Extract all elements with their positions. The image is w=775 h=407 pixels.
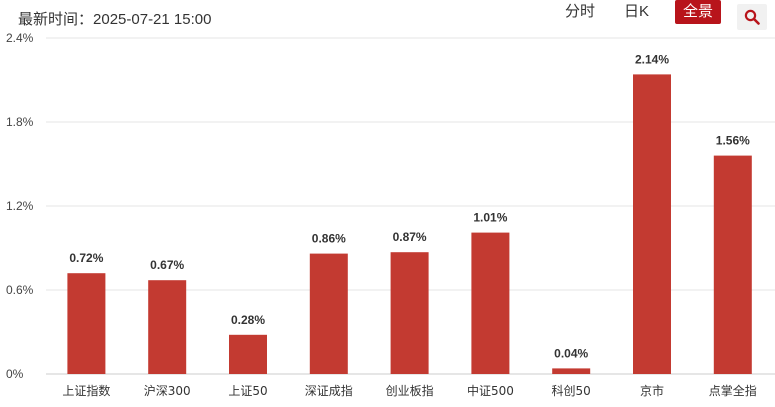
tab-intraday[interactable]: 分时 bbox=[564, 3, 595, 20]
data-label: 0.67% bbox=[150, 258, 184, 272]
tab-daily-k[interactable]: 日K bbox=[623, 3, 649, 20]
data-label: 0.86% bbox=[312, 232, 346, 246]
x-tick-label: 创业板指 bbox=[386, 383, 434, 398]
tab-overview[interactable]: 全景 bbox=[674, 0, 721, 24]
x-tick-label: 沪深300 bbox=[144, 384, 191, 398]
data-label: 0.04% bbox=[554, 346, 588, 360]
x-tick-label: 深证成指 bbox=[305, 383, 353, 398]
data-label: 0.28% bbox=[231, 313, 265, 327]
bar bbox=[633, 74, 671, 375]
bar bbox=[390, 252, 429, 374]
y-tick-label: 2.4% bbox=[6, 31, 34, 45]
x-tick-label: 上证50 bbox=[228, 384, 267, 398]
data-label: 0.72% bbox=[69, 251, 103, 265]
last-updated-time: 2025-07-21 15:00 bbox=[93, 11, 212, 28]
last-updated: 最新时间：2025-07-21 15:00 bbox=[18, 8, 211, 29]
y-tick-label: 0% bbox=[6, 367, 24, 381]
top-bar: 最新时间：2025-07-21 15:00 分时 日K 全景 bbox=[0, 0, 775, 34]
data-label: 1.56% bbox=[716, 134, 750, 148]
bar bbox=[309, 253, 348, 374]
y-tick-label: 0.6% bbox=[6, 283, 34, 297]
bar bbox=[67, 273, 106, 374]
bar bbox=[471, 232, 510, 374]
search-icon bbox=[744, 9, 760, 25]
bar bbox=[713, 155, 752, 374]
data-label: 1.01% bbox=[473, 211, 507, 225]
bar bbox=[552, 368, 591, 374]
bar bbox=[229, 334, 267, 374]
x-tick-label: 点掌全指 bbox=[709, 383, 757, 398]
last-updated-label: 最新时间： bbox=[18, 11, 94, 28]
search-button[interactable] bbox=[737, 4, 767, 30]
y-tick-label: 1.2% bbox=[6, 199, 34, 213]
y-tick-label: 1.8% bbox=[6, 115, 34, 129]
data-label: 2.14% bbox=[635, 52, 669, 66]
x-tick-label: 中证500 bbox=[467, 383, 514, 398]
x-tick-label: 京市 bbox=[640, 383, 664, 398]
x-tick-label: 上证指数 bbox=[62, 383, 110, 398]
x-tick-label: 科创50 bbox=[552, 384, 591, 398]
bar bbox=[148, 280, 187, 374]
data-label: 0.87% bbox=[393, 230, 427, 244]
